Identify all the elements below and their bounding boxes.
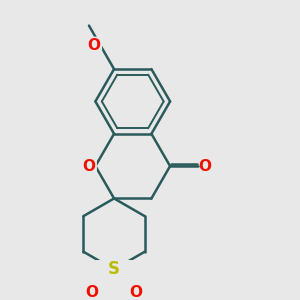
- Text: O: O: [129, 285, 142, 300]
- Text: O: O: [82, 159, 95, 174]
- Text: O: O: [198, 159, 212, 174]
- Text: O: O: [86, 285, 99, 300]
- Text: O: O: [88, 38, 100, 53]
- Text: S: S: [108, 260, 120, 278]
